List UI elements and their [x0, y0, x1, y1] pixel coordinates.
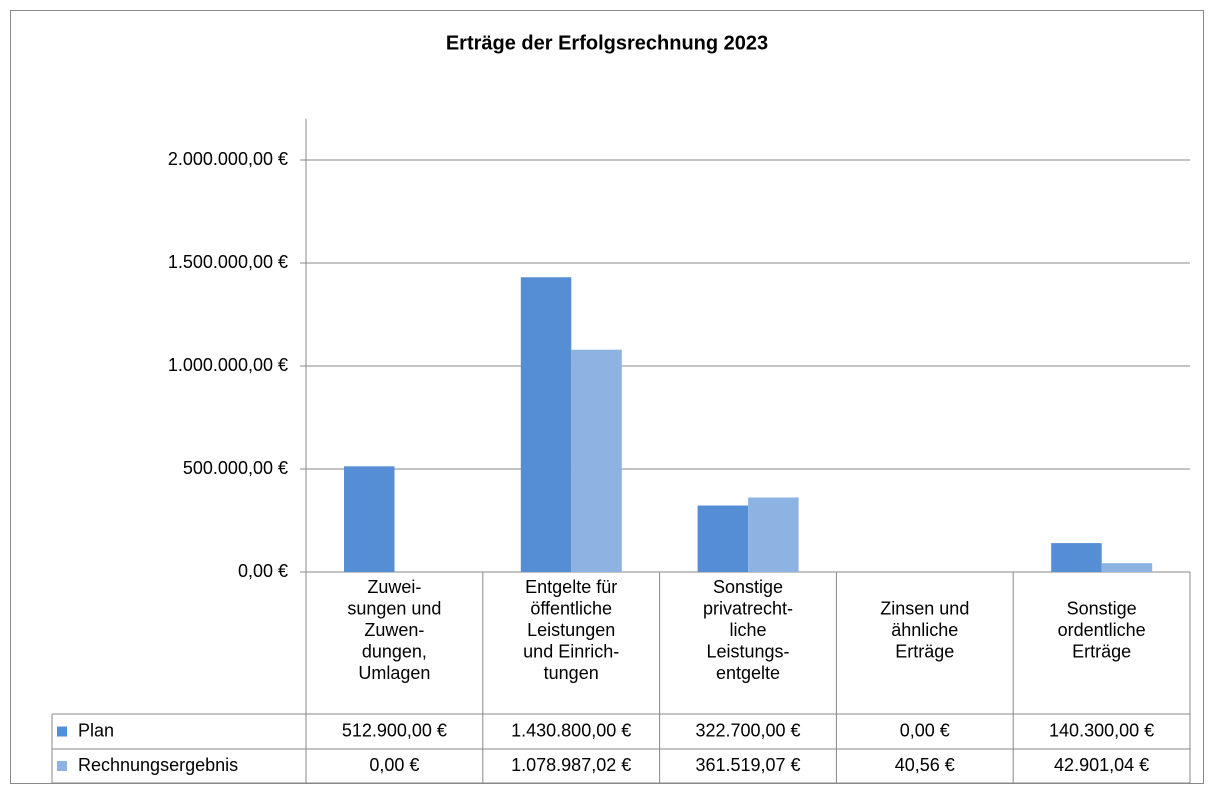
legend-label: Plan [78, 720, 114, 740]
y-tick-label: 0,00 € [238, 561, 288, 581]
legend-key [57, 726, 67, 737]
chart-title: Erträge der Erfolgsrechnung 2023 [446, 32, 768, 54]
value-label: 1.078.987,02 € [511, 755, 631, 775]
y-tick-label: 500.000,00 € [183, 458, 288, 478]
bar [748, 497, 799, 572]
x-tick-label: Zinsen und ähnliche Erträge [880, 598, 969, 661]
bar [697, 505, 749, 572]
x-tick-label: Entgelte für öffentliche Leistungen und Ein… [523, 577, 619, 683]
y-tick-label: 1.500.000,00 € [168, 252, 288, 272]
bar [344, 466, 395, 572]
value-label: 40,56 € [895, 755, 955, 775]
value-label: 322.700,00 € [695, 720, 800, 740]
value-label: 42.901,04 € [1054, 755, 1149, 775]
x-tick-label: Sonstige ordentliche Erträge [1058, 598, 1146, 661]
legend-key [57, 761, 67, 771]
y-tick-label: 2.000.000,00 € [168, 149, 288, 169]
x-tick-label: Zuwei-sungen und Zuwen-dungen, Umlagen [347, 577, 441, 683]
bar [1101, 563, 1153, 572]
value-label: 0,00 € [369, 755, 419, 775]
bar [571, 349, 622, 572]
value-label: 1.430.800,00 € [511, 720, 631, 740]
value-label: 140.300,00 € [1049, 720, 1154, 740]
bar [1051, 543, 1102, 572]
legend-label: Rechnungsergebnis [78, 755, 238, 775]
bar [520, 277, 572, 572]
value-label: 0,00 € [900, 720, 950, 740]
value-label: 512.900,00 € [342, 720, 447, 740]
x-tick-label: Sonstige privatrecht-liche Leistungs-entge… [703, 577, 793, 683]
value-label: 361.519,07 € [695, 755, 800, 775]
y-tick-label: 1.000.000,00 € [168, 355, 288, 375]
